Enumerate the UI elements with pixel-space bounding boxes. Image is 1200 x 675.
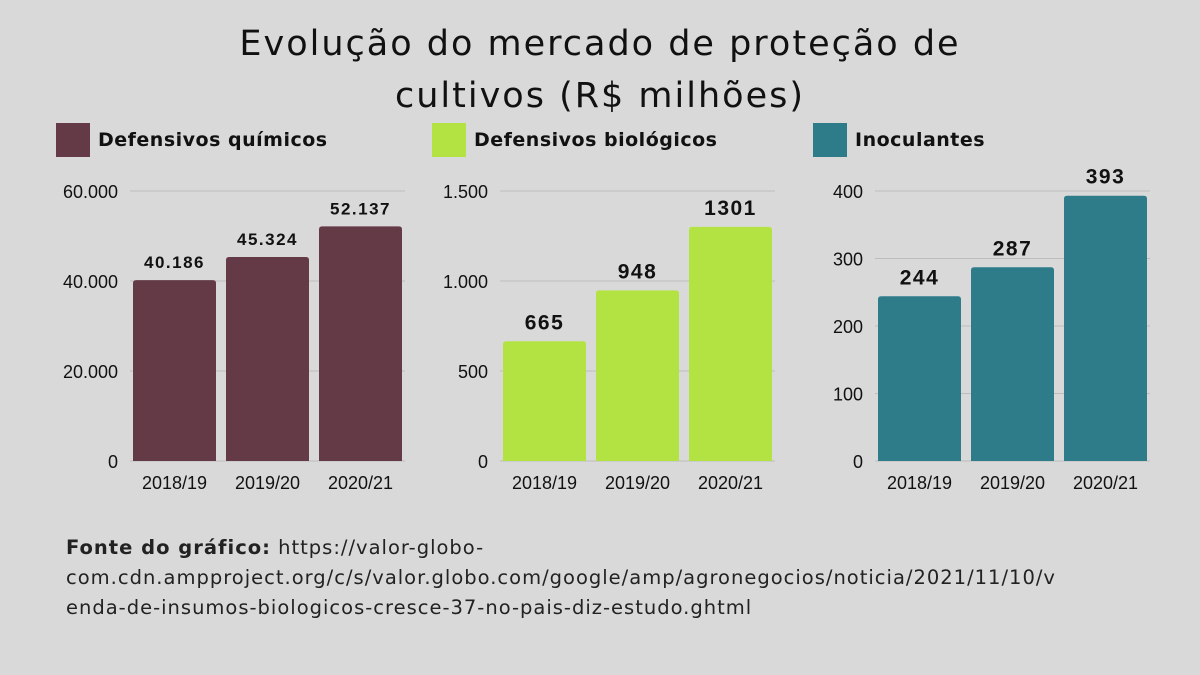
bar bbox=[689, 226, 772, 461]
bar-value-label: 40.186 bbox=[144, 253, 205, 272]
x-tick-label: 2018/19 bbox=[142, 473, 207, 493]
bar-chart-defensivos-biologicos: 0 500 1.000 1.500 665 2018/19 948 2019/20 1301 20… bbox=[443, 182, 775, 493]
x-tick-label: 2020/21 bbox=[328, 473, 393, 493]
y-tick-label: 400 bbox=[833, 182, 863, 202]
legend-label: Defensivos químicos bbox=[98, 129, 328, 151]
x-tick-label: 2018/19 bbox=[512, 473, 577, 493]
y-tick-label: 20.000 bbox=[63, 362, 118, 382]
x-tick-label: 2020/21 bbox=[1073, 473, 1138, 493]
bar bbox=[226, 257, 309, 461]
y-tick-label: 0 bbox=[108, 452, 118, 472]
bar-chart-inoculantes: 0 100 200 300 400 244 2018/19 287 2019/20 393 2020… bbox=[833, 166, 1150, 493]
bar bbox=[596, 290, 679, 461]
source-note: Fonte do gráfico: https://valor-globo- c… bbox=[66, 533, 1166, 623]
y-tick-label: 40.000 bbox=[63, 272, 118, 292]
bar-value-label: 52.137 bbox=[330, 199, 391, 218]
bar-value-label: 1301 bbox=[704, 197, 757, 220]
chart-title: Evolução do mercado de proteção de culti… bbox=[0, 18, 1200, 122]
x-tick-label: 2019/20 bbox=[605, 473, 670, 493]
y-tick-label: 0 bbox=[478, 452, 488, 472]
bar-chart-defensivos-quimicos: 0 20.000 40.000 60.000 40.186 2018/19 45.324 20… bbox=[63, 182, 405, 493]
source-url-part-2: com.cdn.ampproject.org/c/s/valor.globo.c… bbox=[66, 566, 1056, 589]
bar-value-label: 665 bbox=[525, 311, 565, 334]
x-tick-label: 2018/19 bbox=[887, 473, 952, 493]
bar-value-label: 287 bbox=[993, 237, 1033, 260]
legend-item-defensivos-quimicos: Defensivos químicos bbox=[56, 122, 328, 158]
y-tick-label: 1.500 bbox=[443, 182, 488, 202]
bar-value-label: 45.324 bbox=[237, 230, 298, 249]
bar-value-label: 244 bbox=[900, 266, 940, 289]
y-tick-label: 100 bbox=[833, 385, 863, 405]
y-tick-label: 60.000 bbox=[63, 182, 118, 202]
source-url-part-3: enda-de-insumos-biologicos-cresce-37-no-… bbox=[66, 596, 753, 619]
bar bbox=[133, 280, 216, 461]
legend-label: Inoculantes bbox=[855, 129, 986, 151]
y-tick-label: 200 bbox=[833, 317, 863, 337]
legend-item-inoculantes: Inoculantes bbox=[813, 122, 985, 158]
y-tick-label: 300 bbox=[833, 250, 863, 270]
x-tick-label: 2019/20 bbox=[235, 473, 300, 493]
title-line-2: cultivos (R$ milhões) bbox=[394, 76, 805, 116]
bar bbox=[319, 226, 402, 461]
bar bbox=[971, 267, 1054, 461]
legend-item-defensivos-biologicos: Defensivos biológicos bbox=[432, 122, 718, 158]
y-tick-label: 0 bbox=[853, 452, 863, 472]
bar bbox=[878, 296, 961, 461]
legend-swatch bbox=[432, 123, 466, 157]
y-tick-label: 500 bbox=[458, 362, 488, 382]
bar bbox=[503, 341, 586, 461]
y-tick-label: 1.000 bbox=[443, 272, 488, 292]
x-tick-label: 2020/21 bbox=[698, 473, 763, 493]
legend-label: Defensivos biológicos bbox=[474, 129, 718, 151]
bar bbox=[1064, 195, 1147, 461]
x-tick-label: 2019/20 bbox=[980, 473, 1045, 493]
bar-value-label: 948 bbox=[618, 260, 658, 283]
source-url-part-1: https://valor-globo- bbox=[278, 536, 485, 559]
bar-value-label: 393 bbox=[1086, 166, 1126, 189]
legend-swatch bbox=[56, 123, 90, 157]
title-line-1: Evolução do mercado de proteção de bbox=[239, 24, 961, 64]
legend-swatch bbox=[813, 123, 847, 157]
source-label: Fonte do gráfico: bbox=[66, 536, 271, 559]
